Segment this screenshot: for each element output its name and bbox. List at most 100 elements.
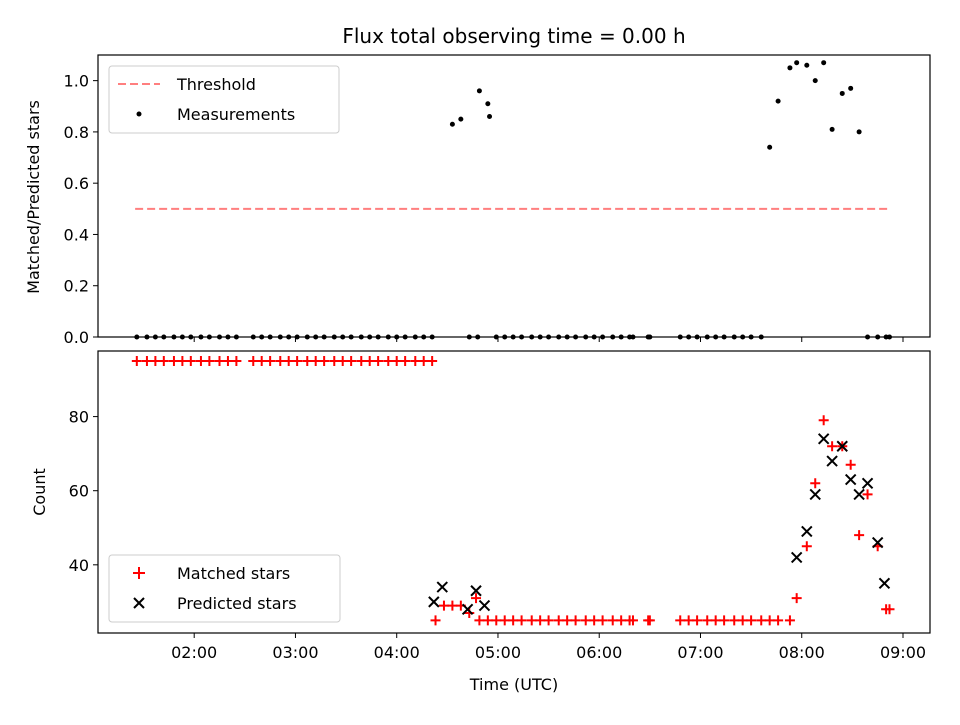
- p1-matched-stars-point: [810, 478, 821, 489]
- p1-matched-stars-point: [364, 356, 375, 367]
- p1-matched-stars-point: [543, 615, 554, 626]
- p1-predicted-stars-point: [853, 488, 865, 501]
- p0-ytick-label: 0.2: [64, 277, 89, 296]
- p1-matched-stars-point: [710, 615, 721, 626]
- p0-ytick-label: 0.4: [64, 225, 89, 244]
- p1-matched-stars-point: [427, 356, 438, 367]
- legend-measurements-label: Measurements: [177, 105, 295, 124]
- p1-matched-stars-point: [346, 356, 357, 367]
- p1-matched-stars-point: [265, 356, 276, 367]
- p1-matched-stars-point: [702, 615, 713, 626]
- top-y-axis-label: Matched/Predicted stars: [24, 100, 43, 294]
- p1-matched-stars-point: [580, 615, 591, 626]
- xtick-label: 09:00: [880, 643, 926, 662]
- bottom-legend-box: [108, 554, 341, 623]
- p0-ytick-label: 0.0: [64, 328, 89, 347]
- p1-matched-stars-point: [158, 356, 169, 367]
- p1-matched-stars-point: [231, 356, 242, 367]
- chart-title: Flux total observing time = 0.00 h: [342, 24, 685, 48]
- p1-matched-stars-point: [214, 356, 225, 367]
- p1-matched-stars-point: [746, 615, 757, 626]
- legend-predicted-swatch: [133, 597, 145, 609]
- p1-predicted-stars-point: [809, 488, 821, 501]
- p1-predicted-stars-point: [461, 603, 474, 615]
- p0-measurements-point: [856, 129, 862, 135]
- p1-predicted-stars-point: [826, 455, 838, 467]
- xtick-label: 08:00: [779, 643, 825, 662]
- p1-matched-stars-point: [373, 356, 384, 367]
- p1-matched-stars-point: [185, 356, 196, 367]
- top-legend-box: [108, 65, 340, 134]
- p1-matched-stars-point: [283, 356, 294, 367]
- legend-matched-swatch: [133, 567, 145, 579]
- p1-matched-stars-point: [310, 356, 321, 367]
- p1-matched-stars-point: [491, 615, 502, 626]
- p0-measurements-point: [821, 60, 827, 66]
- p1-matched-stars-point: [756, 615, 767, 626]
- p0-measurements-point: [458, 116, 464, 122]
- p1-matched-stars-point: [719, 615, 730, 626]
- p1-matched-stars-point: [607, 615, 618, 626]
- legend-measurements-swatch: [136, 111, 142, 117]
- p1-matched-stars-point: [675, 615, 686, 626]
- p1-matched-stars-point: [526, 615, 537, 626]
- p1-matched-stars-point: [430, 615, 441, 626]
- p1-matched-stars-point: [482, 615, 493, 626]
- p1-matched-stars-point: [131, 356, 142, 367]
- p0-ytick-label: 0.8: [64, 123, 89, 142]
- legend-threshold-label: Threshold: [176, 75, 256, 94]
- p1-matched-stars-point: [410, 356, 421, 367]
- p1-matched-stars-point: [177, 356, 188, 367]
- p1-matched-stars-point: [589, 615, 600, 626]
- p1-matched-stars-point: [222, 356, 233, 367]
- legend-predicted-label: Predicted stars: [177, 594, 297, 613]
- bottom-y-axis-label: Count: [30, 468, 49, 516]
- bottom-axes-frame: [97, 350, 931, 634]
- p0-measurements-point: [812, 78, 818, 84]
- p1-matched-stars-point: [818, 415, 829, 426]
- p1-predicted-stars-point: [478, 599, 491, 612]
- p1-matched-stars-point: [683, 615, 694, 626]
- p1-matched-stars-point: [854, 530, 865, 541]
- p1-matched-stars-point: [141, 356, 152, 367]
- p1-matched-stars-point: [508, 615, 519, 626]
- p1-matched-stars-point: [692, 615, 703, 626]
- p1-matched-stars-point: [383, 356, 394, 367]
- p1-matched-stars-point: [195, 356, 206, 367]
- p1-predicted-stars-point: [428, 596, 440, 608]
- p1-matched-stars-point: [535, 615, 546, 626]
- p1-predicted-stars-point: [861, 477, 874, 489]
- p0-measurements-point: [794, 60, 800, 66]
- legend-matched-label: Matched stars: [177, 564, 290, 583]
- p1-matched-stars-point: [845, 459, 856, 470]
- p0-measurements-point: [476, 88, 482, 94]
- p1-matched-stars-point: [329, 356, 340, 367]
- p0-measurements-point: [485, 101, 491, 107]
- p1-matched-stars-point: [827, 441, 838, 452]
- p1-matched-stars-point: [319, 356, 330, 367]
- xtick-label: 05:00: [475, 643, 521, 662]
- p1-matched-stars-point: [597, 615, 608, 626]
- p1-matched-stars-point: [737, 615, 748, 626]
- p0-measurements-point: [449, 121, 455, 127]
- p1-matched-stars-point: [562, 615, 573, 626]
- p1-ytick-label: 40: [69, 556, 89, 575]
- p1-matched-stars-point: [784, 615, 795, 626]
- p0-measurements-point: [767, 144, 773, 150]
- p0-measurements-point: [787, 65, 793, 71]
- p1-predicted-stars-point: [470, 585, 482, 597]
- top-axes-frame: [97, 54, 931, 338]
- p1-matched-stars-point: [499, 615, 510, 626]
- xtick-label: 04:00: [374, 643, 420, 662]
- p1-ytick-label: 80: [69, 408, 89, 427]
- p1-matched-stars-point: [438, 600, 449, 611]
- top-panel: Flux total observing time = 0.00 h Match…: [24, 24, 931, 347]
- p0-measurements-point: [804, 62, 810, 68]
- p1-ytick-label: 60: [69, 482, 89, 501]
- p0-ytick-label: 0.6: [64, 174, 89, 193]
- p1-matched-stars-point: [168, 356, 179, 367]
- p1-matched-stars-point: [884, 604, 895, 615]
- bottom-legend: Matched stars Predicted stars: [108, 554, 341, 623]
